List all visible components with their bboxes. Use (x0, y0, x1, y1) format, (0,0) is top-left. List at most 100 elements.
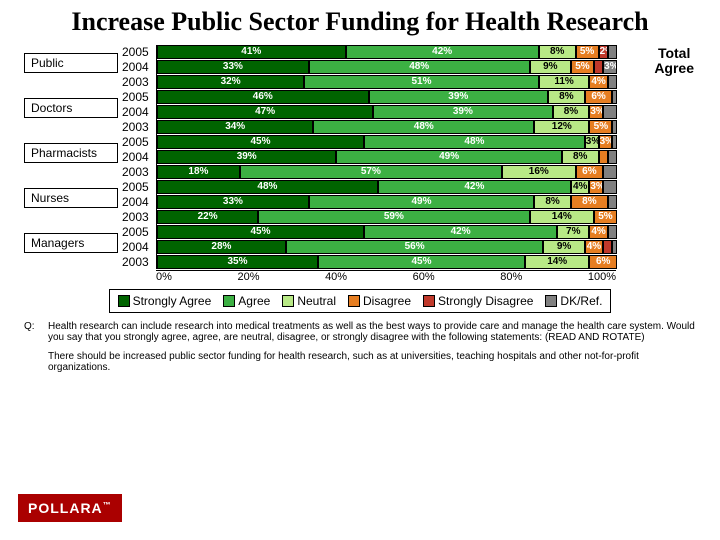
segment: 8% (539, 45, 576, 59)
segment (612, 120, 617, 134)
segment (612, 135, 617, 149)
segment (608, 150, 617, 164)
segment: 16% (502, 165, 576, 179)
year-label: 2003 (122, 255, 149, 270)
question-text: Q: Health research can include research … (24, 321, 696, 343)
segment: 47% (157, 105, 373, 119)
segment: 22% (157, 210, 258, 224)
year-label: 2004 (122, 195, 149, 210)
bar-row: 33%48%9%5%3% (157, 60, 617, 74)
segment: 39% (369, 90, 548, 104)
segment: 3% (599, 135, 613, 149)
legend-item: Strongly Agree (118, 294, 212, 308)
segment: 8% (571, 195, 608, 209)
statement-text: There should be increased public sector … (24, 351, 696, 373)
segment: 6% (576, 165, 604, 179)
segment (594, 60, 603, 74)
segment: 59% (258, 210, 529, 224)
segment: 5% (594, 210, 617, 224)
segment: 45% (157, 135, 364, 149)
year-label: 2005 (122, 180, 149, 195)
segment: 48% (157, 180, 378, 194)
group-nurses: Nurses (24, 188, 118, 208)
group-public: Public (24, 53, 118, 73)
segment: 49% (336, 150, 561, 164)
year-label: 2003 (122, 165, 149, 180)
bar-row: 28%56%9%4% (157, 240, 617, 254)
year-label: 2005 (122, 135, 149, 150)
bar-row: 47%39%8%3% (157, 105, 617, 119)
segment: 9% (543, 240, 584, 254)
segment: 49% (309, 195, 534, 209)
year-label: 2004 (122, 60, 149, 75)
segment: 9% (530, 60, 571, 74)
segment: 32% (157, 75, 304, 89)
segment (608, 45, 617, 59)
segment (612, 240, 617, 254)
segment: 12% (534, 120, 589, 134)
statement-body: There should be increased public sector … (48, 351, 696, 373)
segment: 4% (571, 180, 589, 194)
chart-title: Increase Public Sector Funding for Healt… (24, 8, 696, 37)
year-label: 2005 (122, 225, 149, 240)
legend-item: Agree (223, 294, 270, 308)
segment: 7% (557, 225, 589, 239)
year-label: 2004 (122, 150, 149, 165)
segment: 2% (599, 45, 608, 59)
q-marker: Q: (24, 321, 48, 343)
year-labels: 2005200420032005200420032005200420032005… (122, 45, 149, 270)
year-label: 2004 (122, 105, 149, 120)
segment: 11% (539, 75, 590, 89)
segment: 8% (562, 150, 599, 164)
year-label: 2003 (122, 75, 149, 90)
segment: 39% (373, 105, 552, 119)
segment: 4% (589, 225, 607, 239)
segment: 48% (309, 60, 530, 74)
pollara-logo: POLLARA™ (18, 494, 122, 522)
segment (603, 105, 617, 119)
segment: 4% (585, 240, 603, 254)
legend-item: Disagree (348, 294, 411, 308)
segment: 8% (553, 105, 590, 119)
segment (612, 90, 617, 104)
segment: 18% (157, 165, 240, 179)
segment: 6% (589, 255, 617, 269)
segment: 42% (378, 180, 571, 194)
year-label: 2004 (122, 240, 149, 255)
segment: 3% (589, 180, 603, 194)
segment: 48% (313, 120, 534, 134)
segment: 42% (364, 225, 557, 239)
segment: 51% (304, 75, 539, 89)
segment: 5% (576, 45, 599, 59)
segment: 8% (534, 195, 571, 209)
segment (608, 225, 617, 239)
x-axis: 0%20%40%60%80%100% (156, 270, 616, 283)
segment: 42% (346, 45, 539, 59)
group-managers: Managers (24, 233, 118, 253)
segment (603, 180, 617, 194)
segment: 5% (589, 120, 612, 134)
segment: 35% (157, 255, 318, 269)
legend: Strongly Agree Agree Neutral Disagree Strong… (109, 289, 612, 313)
segment: 3% (585, 135, 599, 149)
year-label: 2005 (122, 90, 149, 105)
bar-row: 35%45%14%6% (157, 255, 617, 269)
segment: 28% (157, 240, 286, 254)
bar-row: 41%42%8%5%2% (157, 45, 617, 59)
q-body: Health research can include research int… (48, 321, 696, 343)
legend-item: Neutral (282, 294, 336, 308)
group-doctors: Doctors (24, 98, 118, 118)
spacer (24, 351, 48, 373)
segment: 48% (364, 135, 585, 149)
segment: 33% (157, 60, 309, 74)
segment: 33% (157, 195, 309, 209)
bar-row: 45%48%3%3% (157, 135, 617, 149)
segment (608, 75, 617, 89)
bar-row: 33%49%8%8% (157, 195, 617, 209)
segment: 45% (318, 255, 525, 269)
segment: 4% (589, 75, 607, 89)
segment: 3% (589, 105, 603, 119)
segment: 14% (525, 255, 589, 269)
legend-item: Strongly Disagree (423, 294, 533, 308)
stacked-bars: 41%42%8%5%2%33%48%9%5%3%32%51%11%4%46%39… (156, 45, 617, 269)
